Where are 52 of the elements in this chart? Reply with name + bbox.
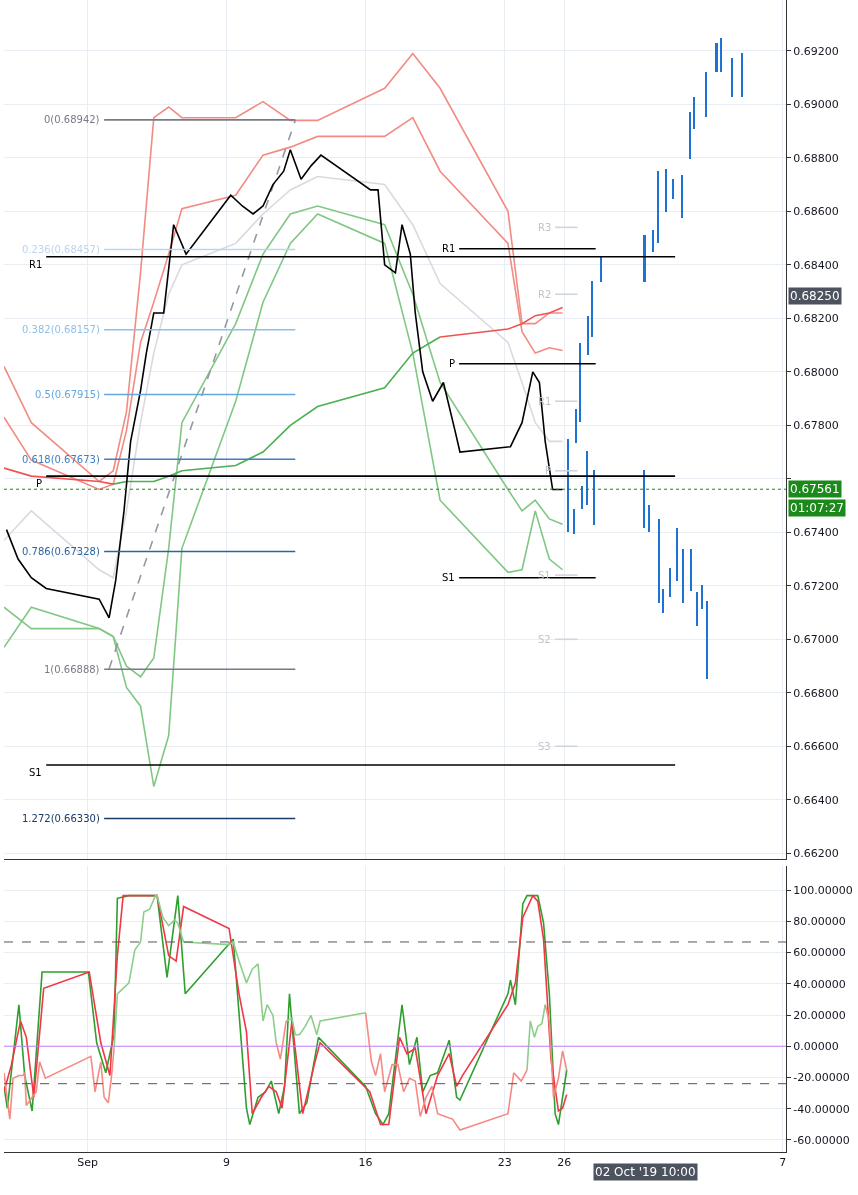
y-tick-label: 0.66200 <box>793 847 839 861</box>
y-tick-label: 0.66400 <box>793 793 839 807</box>
y-tick-label: 0.68600 <box>793 205 839 219</box>
series-label: S1 <box>29 767 42 778</box>
x-tick-label: 16 <box>358 1156 373 1170</box>
y-tick-label: 0.66600 <box>793 740 839 754</box>
series-label: P <box>449 358 456 369</box>
y-tick-label: -20.00000 <box>793 1071 850 1085</box>
y-tick-label: 0.67400 <box>793 526 839 540</box>
x-tick-label: Sep <box>77 1156 98 1170</box>
series-label: 0.236(0.68457) <box>22 244 100 255</box>
series-label: 0.382(0.68157) <box>22 324 100 335</box>
x-tick-label: 7 <box>779 1156 787 1170</box>
y-tick-label: 0.69200 <box>793 44 839 58</box>
x-tick-label: 26 <box>557 1156 572 1170</box>
y-tick-label: 100.00000 <box>793 884 853 898</box>
series-label: 0(0.68942) <box>44 114 100 125</box>
series-label: S1 <box>442 572 455 583</box>
y-tick-label: 80.00000 <box>793 915 846 929</box>
y-tick-label: 0.67000 <box>793 633 839 647</box>
series-label: 1(0.66888) <box>44 664 100 675</box>
y-tick-label: -60.00000 <box>793 1133 850 1147</box>
y-tick-label: 40.00000 <box>793 977 846 991</box>
y-tick-label: 0.00000 <box>793 1040 839 1054</box>
series-label: 1.272(0.66330) <box>22 813 100 824</box>
series-label: 0.786(0.67328) <box>22 546 100 557</box>
ref-line-label: 0.67561 <box>790 482 840 496</box>
text: 0.68250 <box>790 289 840 303</box>
series-label: P <box>36 478 43 489</box>
y-tick-label: 0.68400 <box>793 258 839 272</box>
y-tick-label: 0.68000 <box>793 365 839 379</box>
text: 02 Oct '19 10:00 <box>595 1165 696 1179</box>
y-tick-label: 20.00000 <box>793 1008 846 1022</box>
y-tick-label: 0.68800 <box>793 151 839 165</box>
y-tick-label: 0.67200 <box>793 579 839 593</box>
y-tick-label: -40.00000 <box>793 1102 850 1116</box>
x-tick-label: 23 <box>497 1156 512 1170</box>
y-tick-label: 60.00000 <box>793 946 846 960</box>
series-label: R1 <box>29 259 43 270</box>
y-tick-label: 0.67800 <box>793 419 839 433</box>
series-label: R3 <box>538 222 552 233</box>
y-tick-label: 0.69000 <box>793 98 839 112</box>
text: 01:07:27 <box>790 501 844 515</box>
y-tick-label: 0.68200 <box>793 312 839 326</box>
series-label: S2 <box>538 634 551 645</box>
series-label: R2 <box>538 289 552 300</box>
series-label: R1 <box>442 243 456 254</box>
x-tick-label: 9 <box>223 1156 231 1170</box>
series-label: P <box>545 465 552 476</box>
series-label: 0.5(0.67915) <box>35 389 101 400</box>
series-label: S3 <box>538 741 551 752</box>
y-tick-label: 0.66800 <box>793 686 839 700</box>
